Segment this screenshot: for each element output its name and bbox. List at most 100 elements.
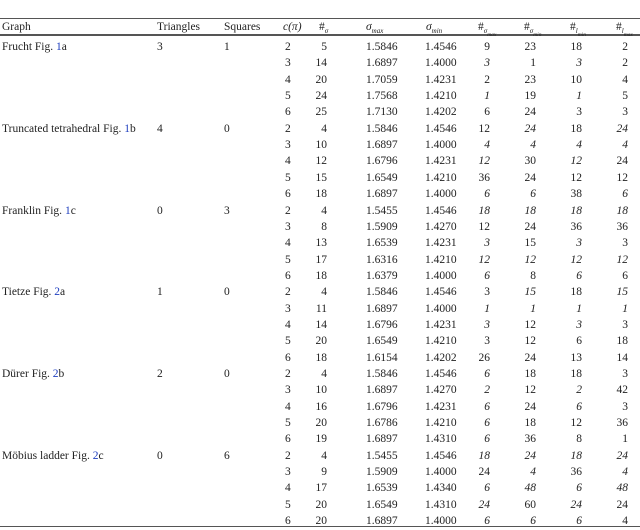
n-sigma-max-value: 6 <box>484 368 490 380</box>
graph-name: Frucht Fig. 1a <box>2 40 67 54</box>
sigma-min-value: 1.4210 <box>425 253 457 266</box>
header-rule <box>0 34 640 36</box>
n-sigma-max-value: 3 <box>484 318 490 331</box>
n-sigma-max-value: 6 <box>484 400 490 413</box>
c-pi-value: 4 <box>285 237 291 250</box>
n-sigma-min-value: 12 <box>524 335 537 348</box>
c-pi-value: 2 <box>285 286 291 299</box>
sigma-min-value: 1.4546 <box>425 41 457 53</box>
c-pi-value: 5 <box>285 253 291 266</box>
triangles-value: 1 <box>157 286 163 299</box>
n-sigma-max-value: 3 <box>484 237 490 250</box>
n-sigma-value: 9 <box>321 466 327 479</box>
figure-link[interactable]: 2 <box>54 286 61 299</box>
n-sigma-max-value: 3 <box>484 57 490 70</box>
n-sigma-value: 5 <box>321 41 327 53</box>
sigma-max-value: 1.6897 <box>366 139 398 152</box>
n-sigma-min-value: 15 <box>524 286 537 299</box>
sigma-min-value: 1.4231 <box>425 318 457 331</box>
n-l-min-value: 18 <box>570 41 583 53</box>
n-sigma-value: 20 <box>315 417 328 430</box>
figure-link[interactable]: 1 <box>64 204 71 217</box>
c-pi-value: 5 <box>285 417 291 430</box>
n-sigma-value: 18 <box>315 269 328 282</box>
sigma-max-value: 1.6796 <box>366 155 398 168</box>
n-l-min-value: 2 <box>576 384 582 397</box>
n-l-min-value: 6 <box>576 269 582 282</box>
n-sigma-value: 10 <box>315 384 328 397</box>
n-sigma-min-value: 8 <box>530 269 536 282</box>
triangles-value: 2 <box>157 368 163 380</box>
n-sigma-min-value: 24 <box>524 171 537 184</box>
c-pi-value: 2 <box>285 204 291 217</box>
figure-link[interactable]: 1 <box>56 41 62 53</box>
n-l-max-value: 24 <box>616 155 629 168</box>
n-sigma-min-value: 4 <box>530 466 536 479</box>
n-l-max-value: 6 <box>622 269 628 282</box>
n-l-max-value: 42 <box>616 384 629 397</box>
figure-suffix: b <box>129 122 136 135</box>
c-pi-value: 6 <box>285 188 291 201</box>
c-pi-value: 6 <box>285 269 291 282</box>
n-sigma-min-value: 24 <box>524 106 537 119</box>
sigma-max-value: 1.6897 <box>366 384 398 397</box>
n-l-min-value: 36 <box>570 220 583 233</box>
graph-label: Frucht Fig. <box>2 41 56 53</box>
n-sigma-max-value: 24 <box>478 466 491 479</box>
n-l-max-value: 3 <box>622 400 628 413</box>
sigma-max-value: 1.5846 <box>366 122 398 135</box>
sigma-max-value: 1.5455 <box>366 449 398 462</box>
sigma-min-value: 1.4270 <box>425 384 457 397</box>
n-sigma-min-value: 24 <box>524 449 537 462</box>
c-pi-value: 4 <box>285 400 291 413</box>
n-sigma-max-value: 1 <box>484 90 490 103</box>
graph-label: Möbius ladder Fig. <box>2 449 93 462</box>
sigma-max-value: 1.6539 <box>366 237 398 250</box>
n-l-min-value: 6 <box>576 515 582 528</box>
c-pi-value: 3 <box>285 57 291 70</box>
triangles-value: 4 <box>157 122 163 135</box>
figure-link[interactable]: 2 <box>52 368 59 380</box>
sigma-min-value: 1.4546 <box>425 122 457 135</box>
c-pi-value: 3 <box>285 466 291 479</box>
c-pi-value: 3 <box>285 220 291 233</box>
sigma-max-value: 1.6539 <box>366 482 398 495</box>
sigma-max-value: 1.6897 <box>366 302 398 315</box>
n-l-min-value: 3 <box>576 57 582 70</box>
c-pi-value: 3 <box>285 139 291 152</box>
n-sigma-min-value: 24 <box>524 220 537 233</box>
header-c-pi: c(π) <box>283 21 302 33</box>
n-sigma-max-value: 6 <box>484 515 490 528</box>
header-n-sigma: #σ <box>319 21 329 35</box>
n-l-min-value: 18 <box>570 286 583 299</box>
n-l-max-value: 36 <box>616 417 629 430</box>
n-l-min-value: 36 <box>570 466 583 479</box>
n-l-max-value: 18 <box>616 335 629 348</box>
n-l-max-value: 24 <box>616 498 629 511</box>
n-sigma-min-value: 24 <box>524 122 537 135</box>
n-l-max-value: 2 <box>622 57 628 70</box>
triangles-value: 0 <box>157 204 163 217</box>
figure-suffix: c <box>98 449 104 462</box>
sigma-max-value: 1.6786 <box>366 417 398 430</box>
n-sigma-value: 20 <box>315 335 328 348</box>
n-l-min-value: 6 <box>576 335 582 348</box>
n-sigma-min-value: 12 <box>524 253 537 266</box>
n-l-max-value: 36 <box>616 220 629 233</box>
n-l-max-value: 1 <box>622 302 628 315</box>
n-sigma-min-value: 6 <box>530 188 536 201</box>
n-l-max-value: 3 <box>622 368 628 380</box>
sigma-max-value: 1.5909 <box>366 220 398 233</box>
c-pi-value: 3 <box>285 384 291 397</box>
n-sigma-max-value: 12 <box>478 253 491 266</box>
n-l-max-value: 12 <box>616 171 629 184</box>
n-sigma-max-value: 4 <box>484 139 490 152</box>
n-sigma-value: 4 <box>321 204 327 217</box>
c-pi-value: 4 <box>285 482 291 495</box>
sigma-min-value: 1.4231 <box>425 155 457 168</box>
figure-link[interactable]: 1 <box>124 122 130 135</box>
figure-link[interactable]: 2 <box>92 449 99 462</box>
n-l-min-value: 18 <box>570 449 583 462</box>
n-l-min-value: 6 <box>576 482 582 495</box>
